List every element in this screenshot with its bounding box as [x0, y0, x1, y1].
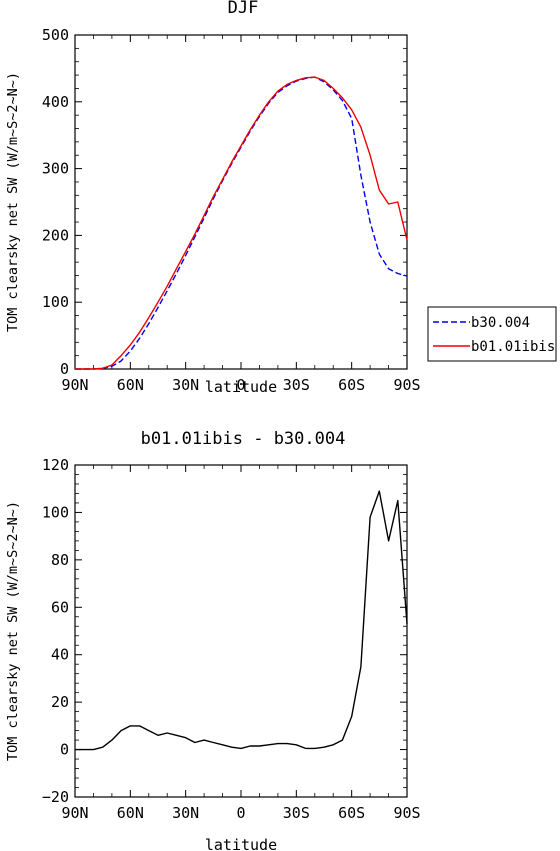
x-axis-label: latitude — [205, 378, 277, 396]
y-tick-label: 0 — [60, 741, 69, 759]
x-tick-label: 90S — [393, 376, 420, 394]
chart-title: b01.01ibis - b30.004 — [141, 429, 346, 449]
y-tick-label: 40 — [51, 646, 69, 664]
y-tick-label: 300 — [42, 160, 69, 178]
series-group — [75, 76, 408, 370]
series-line-b01-01ibis — [75, 76, 408, 370]
x-axis: 90N 60N 30N 0 30S 60S 90S — [61, 465, 421, 822]
y-tick-label: 60 — [51, 598, 69, 616]
x-tick-label: 60N — [117, 804, 144, 822]
y-tick-label: 0 — [60, 360, 69, 378]
series-group — [75, 490, 408, 751]
y-tick-label: 400 — [42, 93, 69, 111]
y-axis: 0 100 200 300 400 500 — [42, 26, 407, 378]
x-tick-label: 90N — [61, 804, 88, 822]
y-axis-label: TOM clearsky net SW (W/m~S~2~N~) — [5, 501, 21, 761]
x-axis-label: latitude — [205, 836, 277, 851]
legend-label-b01-01ibis: b01.01ibis — [471, 339, 555, 355]
x-tick-label: 30N — [172, 376, 199, 394]
plot-frame — [74, 464, 408, 798]
chart-title: DJF — [228, 0, 259, 18]
chart-bottom: b01.01ibis - b30.004 −20020406080100120 … — [5, 429, 421, 851]
x-tick-label: 30S — [283, 376, 310, 394]
x-tick-label: 90S — [393, 804, 420, 822]
y-tick-label: 100 — [42, 293, 69, 311]
y-tick-label: 20 — [51, 693, 69, 711]
x-tick-label: 60S — [338, 376, 365, 394]
series-line-difference — [75, 490, 408, 751]
legend-label-b30-004: b30.004 — [471, 315, 530, 331]
legend: b30.004 b01.01ibis — [427, 306, 557, 362]
plot-frame — [74, 34, 408, 370]
x-tick-label: 30N — [172, 804, 199, 822]
chart-top: DJF 0 100 200 300 400 500 90N 60N 30N 0 30S 60S 90S… — [5, 0, 557, 396]
y-tick-label: 80 — [51, 551, 69, 569]
x-tick-label: 90N — [61, 376, 88, 394]
y-axis: −20 0 20 40 60 80 100 120 — [42, 456, 407, 806]
legend-box — [427, 306, 557, 362]
y-tick-label: 200 — [42, 226, 69, 244]
y-tick-label: 500 — [42, 26, 69, 44]
x-tick-label: 0 — [236, 804, 245, 822]
x-tick-label: 60S — [338, 804, 365, 822]
y-tick-label: 100 — [42, 503, 69, 521]
x-axis: 90N 60N 30N 0 30S 60S 90S — [61, 35, 421, 394]
x-tick-label: 0 — [236, 376, 245, 394]
y-axis-label: TOM clearsky net SW (W/m~S~2~N~) — [5, 72, 21, 332]
x-tick-label: 30S — [283, 804, 310, 822]
y-tick-label: −20 — [42, 788, 69, 806]
y-tick-label: 120 — [42, 456, 69, 474]
x-tick-label: 60N — [117, 376, 144, 394]
